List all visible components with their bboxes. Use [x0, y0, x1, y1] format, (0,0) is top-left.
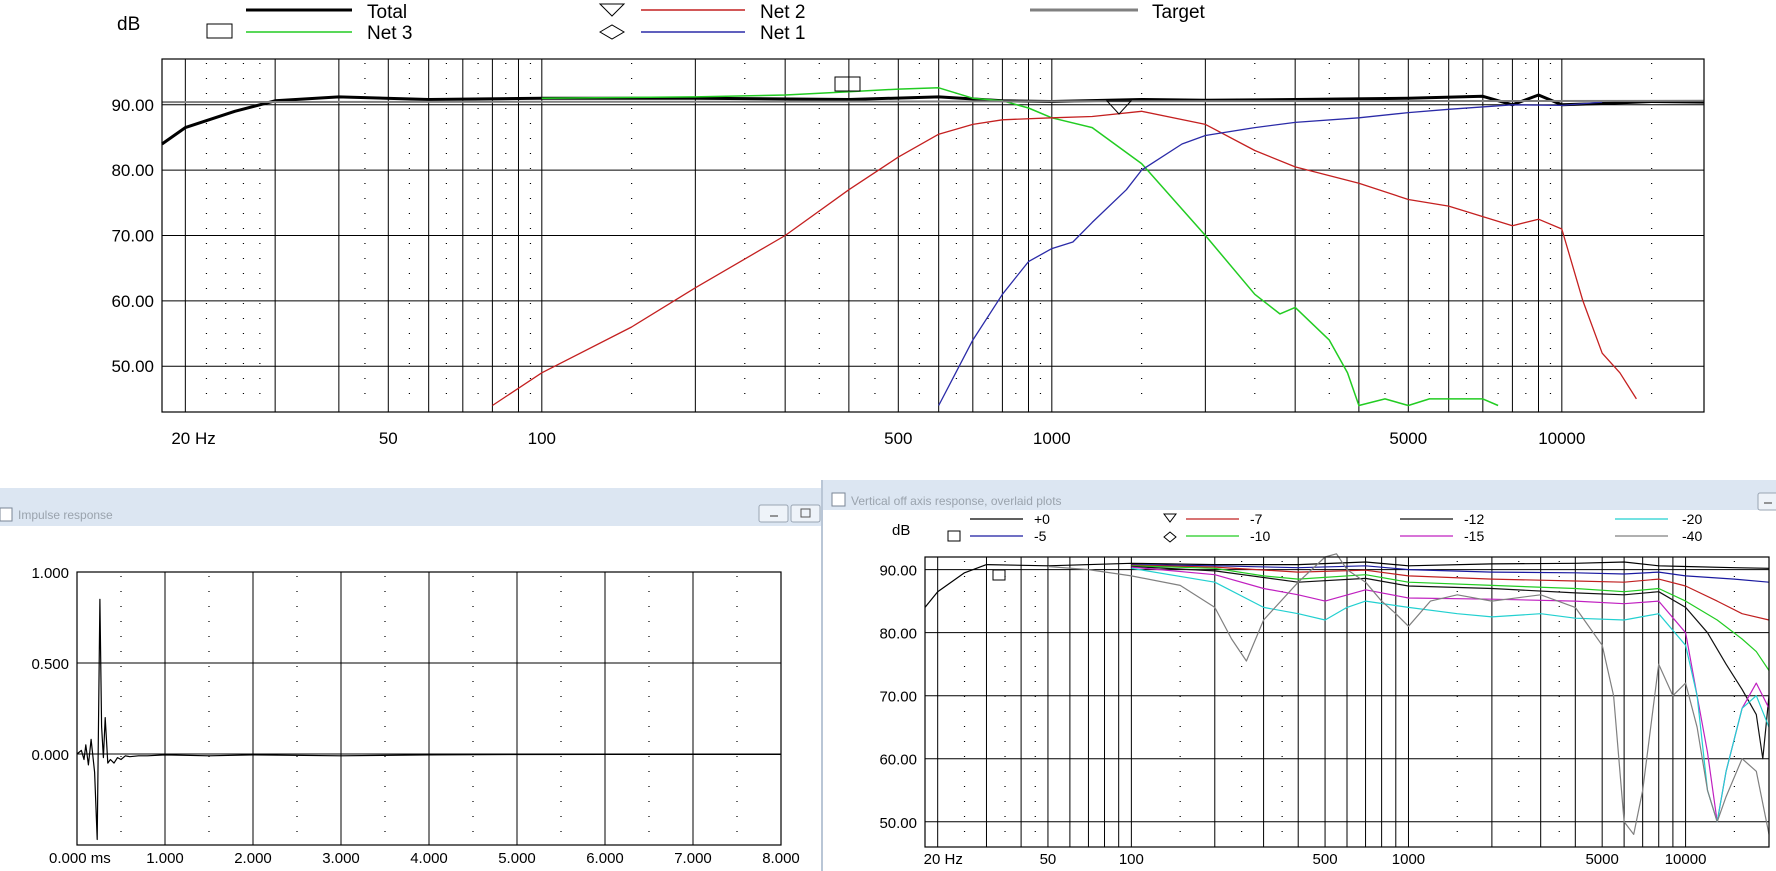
title-bar[interactable] [822, 480, 1776, 510]
x-tick-label: 6.000 [586, 850, 624, 867]
legend-label-deg-5: -5 [1034, 528, 1047, 544]
x-tick-label: 2.000 [234, 850, 272, 867]
legend-label-net1: Net 1 [760, 23, 805, 44]
x-tick-label: 5000 [1585, 851, 1618, 868]
y-tick-label: 80.00 [879, 626, 917, 643]
window-body [822, 480, 1776, 871]
net3-marker-icon [834, 76, 861, 92]
x-tick-label: 50 [1040, 851, 1057, 868]
series-line-impulse [76, 598, 781, 841]
window-body [0, 488, 822, 871]
net2-marker-icon [1105, 100, 1133, 115]
x-tick-label: 5000 [1389, 429, 1427, 448]
y-tick-label: 70.00 [111, 227, 154, 246]
plot-frame [161, 58, 1705, 413]
x-tick-label: 0.000 ms [49, 850, 111, 867]
x-tick-label: 10000 [1665, 851, 1707, 868]
square-marker-icon [947, 530, 961, 542]
x-tick-label: 100 [1119, 851, 1144, 868]
x-tick-label: 100 [528, 429, 556, 448]
x-tick-label: 4.000 [410, 850, 448, 867]
x-tick-label: 3.000 [322, 850, 360, 867]
series-line-target [161, 99, 1705, 104]
series-line-7 [1131, 564, 1770, 621]
minimize-button[interactable] [1757, 492, 1776, 511]
triangle-marker-icon [1163, 513, 1177, 523]
y-axis-unit-label: dB [117, 14, 140, 35]
series-line-10 [1131, 565, 1770, 671]
axis-ticks: 1.000 0.500 0.000 0.000 ms 1.000 2.000 3.000 4.… [31, 565, 799, 867]
series-line-40 [1047, 553, 1770, 836]
x-tick-label: 7.000 [674, 850, 712, 867]
legend: +0 -5 -7 -10 -12 -15 -20 -40 [947, 511, 1702, 544]
y-tick-label: 1.000 [31, 565, 69, 582]
series-line-20 [1131, 567, 1770, 823]
window-icon [0, 507, 13, 522]
series-line-net-1 [938, 101, 1603, 406]
diamond-marker-icon [1163, 531, 1177, 543]
impulse-response-window[interactable]: Impulse response 1.000 0.500 0.000 0.000 ms… [0, 488, 823, 871]
plot-frame [76, 571, 782, 846]
window-title: Impulse response [18, 508, 113, 522]
series [924, 553, 1770, 836]
series [76, 598, 781, 841]
series-line-net-3 [541, 87, 1499, 407]
y-tick-label: 50.00 [879, 815, 917, 832]
y-tick-label: 70.00 [879, 689, 917, 706]
legend-label-deg-40: -40 [1682, 528, 1702, 544]
axis-ticks: 90.00 80.00 70.00 60.00 50.00 20 Hz 50 100 500 10… [111, 96, 1585, 448]
y-tick-label: 0.000 [31, 747, 69, 764]
y-tick-label: 90.00 [879, 563, 917, 580]
legend-label-total: Total [367, 2, 407, 23]
frequency-response-chart: dB Total Net 3 Net 2 Net 1 Target 90.00 8… [111, 2, 1705, 448]
x-tick-label: 20 Hz [171, 429, 215, 448]
y-tick-label: 60.00 [111, 292, 154, 311]
series-line-net-2 [492, 110, 1637, 407]
legend-label-deg-12: -12 [1464, 511, 1484, 527]
triangle-marker-icon [598, 3, 626, 17]
series-line-0 [924, 561, 1770, 608]
offaxis-response-window[interactable]: Vertical off axis response, overlaid plo… [821, 480, 1776, 871]
x-tick-label: 8.000 [762, 850, 800, 867]
y-axis-unit-label: dB [892, 522, 910, 539]
legend-label-deg-10: -10 [1250, 528, 1270, 544]
x-tick-label: 500 [1313, 851, 1338, 868]
window-title: Vertical off axis response, overlaid plo… [851, 494, 1062, 508]
diamond-marker-icon [599, 24, 625, 40]
legend-label-deg-7: -7 [1250, 511, 1263, 527]
legend-label-deg-15: -15 [1464, 528, 1484, 544]
y-tick-label: 50.00 [111, 357, 154, 376]
restore-icon [800, 508, 811, 518]
window-icon [831, 492, 846, 507]
legend-label-net2: Net 2 [760, 2, 805, 23]
x-tick-label: 1000 [1392, 851, 1425, 868]
x-tick-label: 5.000 [498, 850, 536, 867]
series [161, 87, 1705, 407]
legend-label-deg-0: +0 [1034, 511, 1050, 527]
deg-0-marker-icon [992, 569, 1006, 581]
restore-button[interactable] [790, 504, 821, 523]
x-tick-label: 10000 [1538, 429, 1585, 448]
x-tick-label: 1.000 [146, 850, 184, 867]
y-tick-label: 80.00 [111, 161, 154, 180]
y-tick-label: 90.00 [111, 96, 154, 115]
legend-label-deg-20: -20 [1682, 511, 1702, 527]
square-marker-icon [206, 23, 233, 39]
grid [162, 59, 1704, 412]
minimize-button[interactable] [758, 504, 789, 523]
plot-frame [924, 556, 1770, 848]
series-line-5 [1131, 564, 1770, 583]
axis-ticks: 90.00 80.00 70.00 60.00 50.00 20 Hz 50 100 500 10… [879, 563, 1706, 868]
x-tick-label: 1000 [1033, 429, 1071, 448]
legend-label-target: Target [1152, 2, 1206, 23]
legend-label-net3: Net 3 [367, 23, 412, 44]
x-tick-label: 500 [884, 429, 912, 448]
x-tick-label: 50 [379, 429, 398, 448]
y-tick-label: 60.00 [879, 752, 917, 769]
legend: Total Net 3 Net 2 Net 1 Target [206, 2, 1206, 44]
y-tick-label: 0.500 [31, 656, 69, 673]
title-bar[interactable] [0, 488, 822, 526]
x-tick-label: 20 Hz [924, 851, 963, 868]
